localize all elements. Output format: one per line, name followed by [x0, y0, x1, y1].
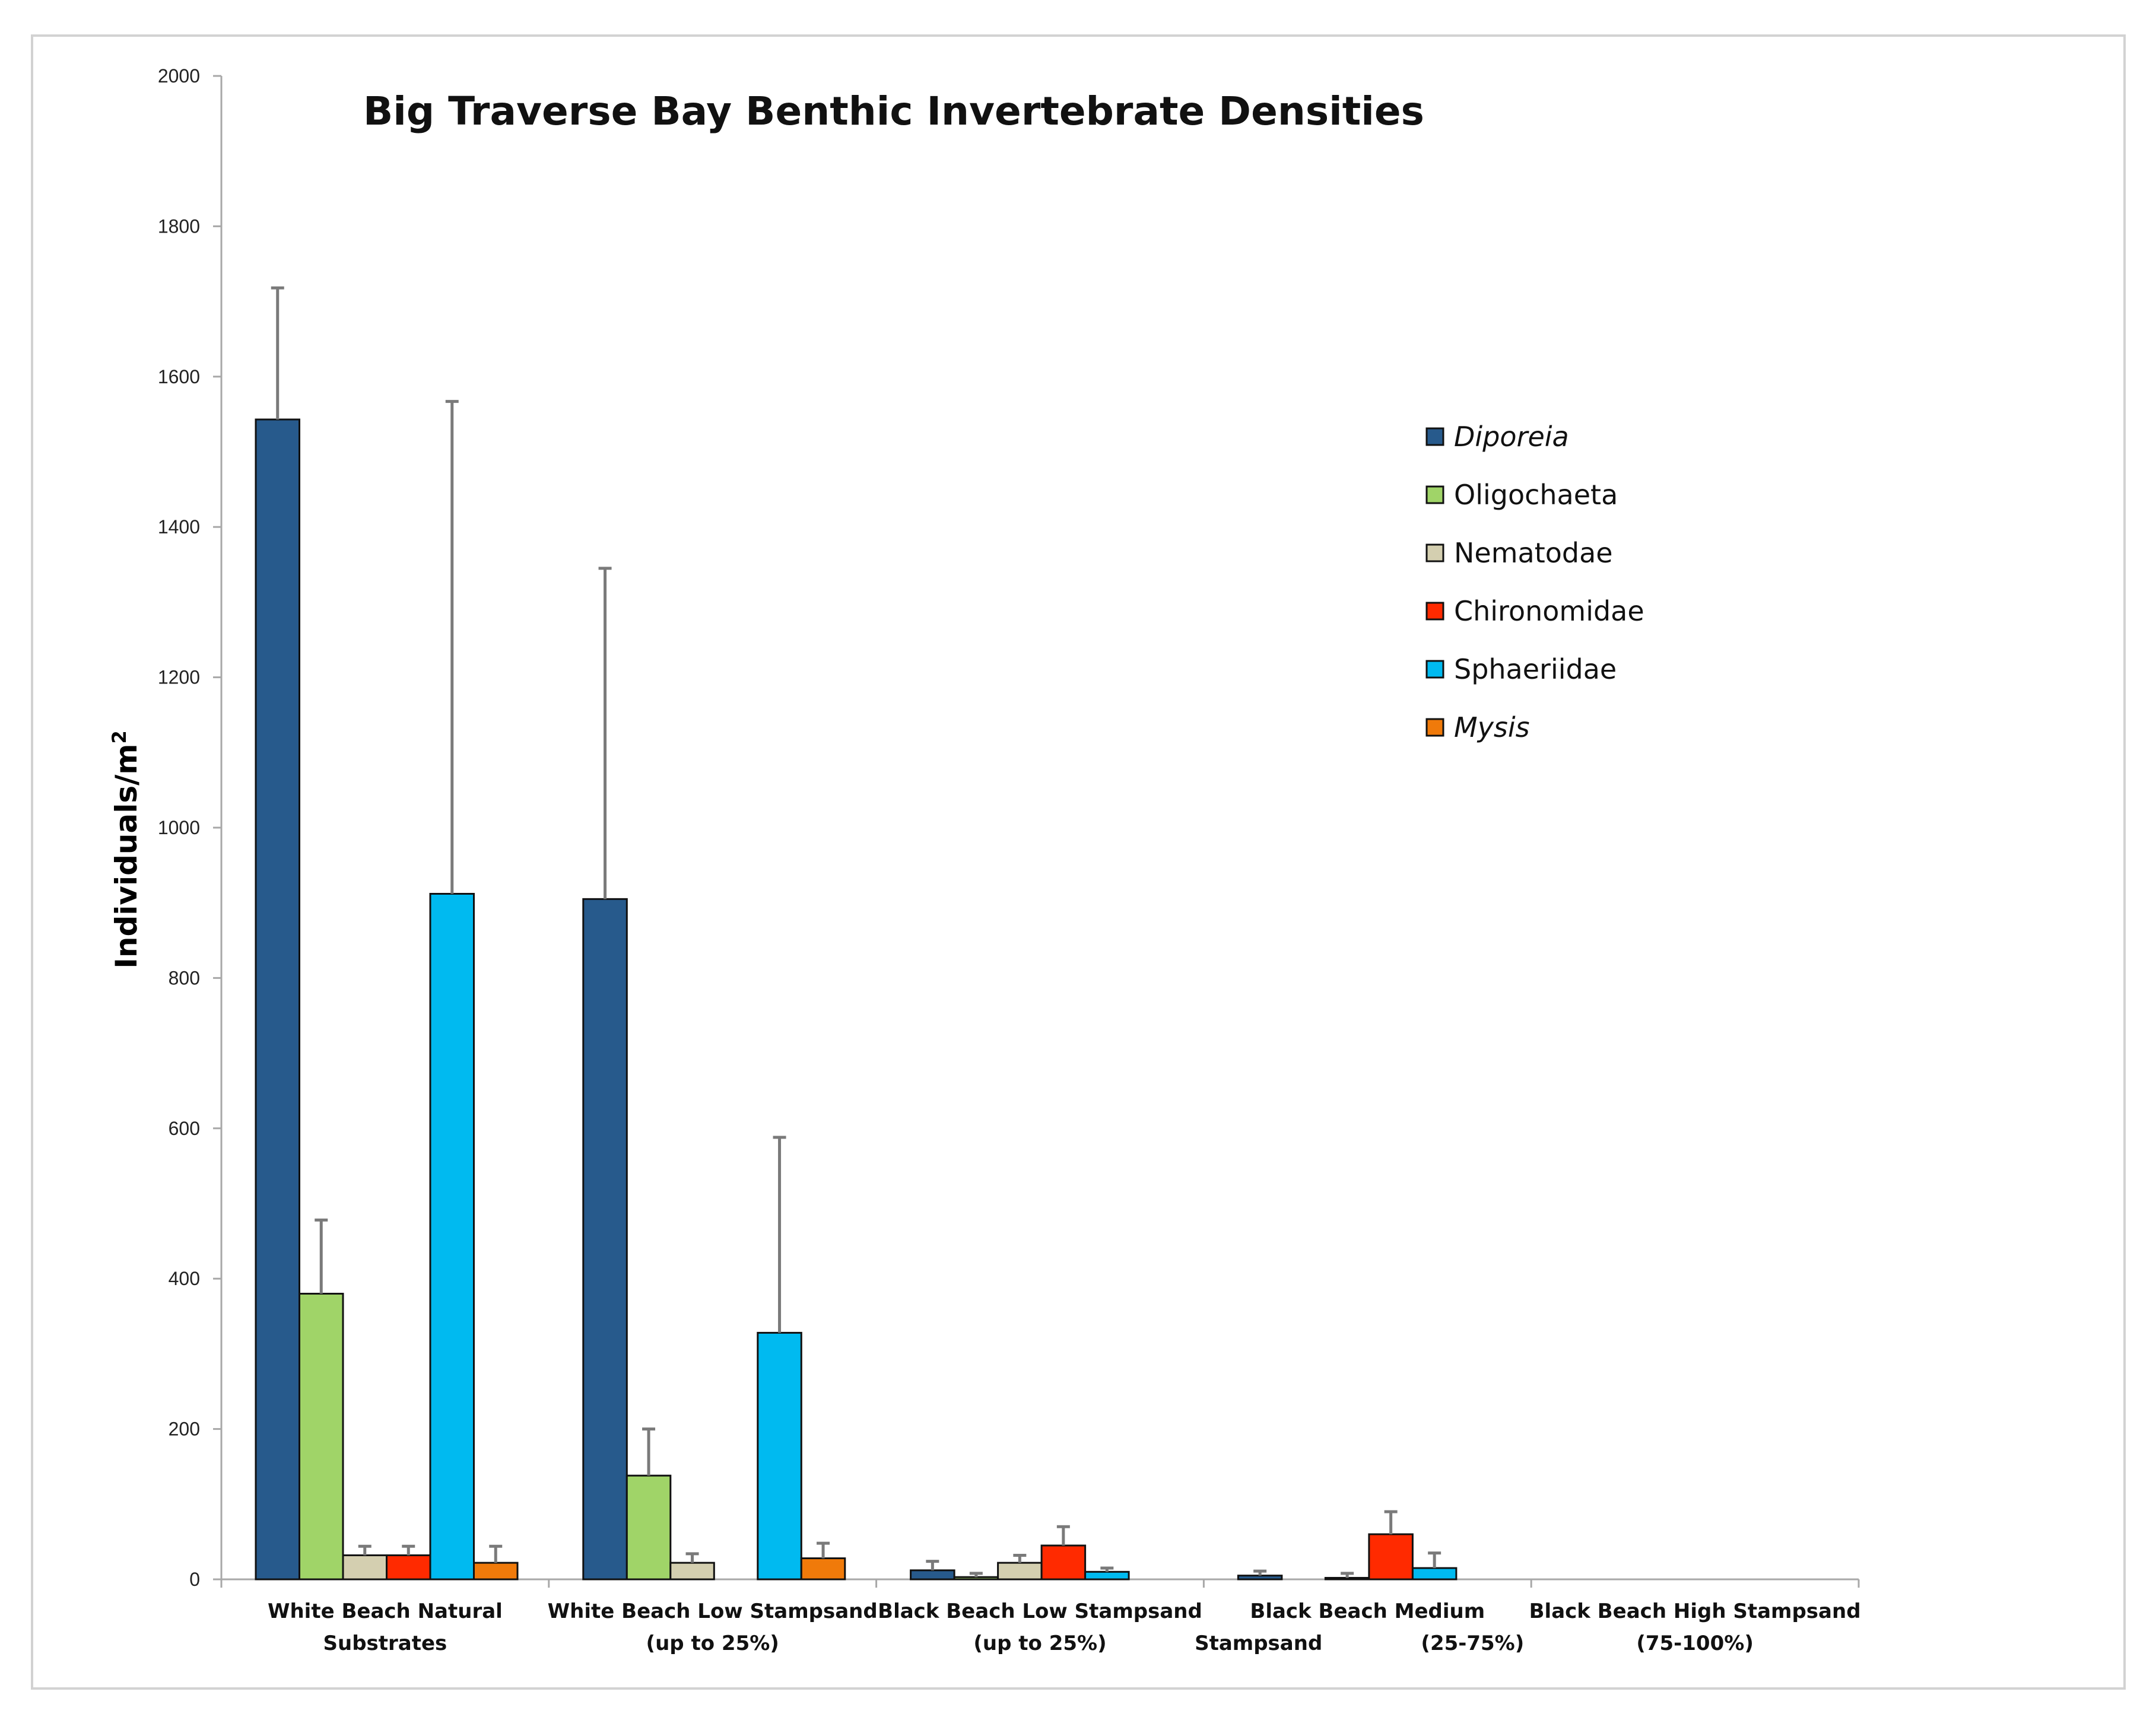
chart-frame — [31, 34, 2126, 1690]
y-tick-labels: 0 200 400 600 800 1000 1200 1400 1600 1800 2000 — [158, 65, 200, 1590]
y-tick-label: 1200 — [158, 667, 200, 688]
y-tick-label: 1400 — [158, 516, 200, 538]
x-category-label: Black Beach High Stampsand — [1529, 1600, 1861, 1623]
x-category-label: (25-75%) — [1421, 1632, 1524, 1655]
x-category-label: (up to 25%) — [973, 1632, 1106, 1655]
x-category-label: Stampsand — [1195, 1632, 1322, 1655]
bar-sphaeriidae — [429, 892, 475, 1581]
y-tick-label: 0 — [189, 1569, 200, 1590]
x-category-label: Substrates — [323, 1632, 447, 1655]
y-axis-label-superscript: 2 — [108, 730, 131, 743]
y-tick-label: 600 — [169, 1118, 200, 1139]
y-axis-label: Individuals/m2 — [108, 730, 144, 969]
x-category-labels: White Beach Natural Substrates White Beach… — [268, 1600, 1861, 1655]
y-axis-label-text: Individuals/m — [109, 744, 144, 969]
x-category-label: White Beach Low Stampsand — [548, 1600, 878, 1623]
bar-nematodae — [1324, 1576, 1370, 1581]
chart-title: Big Traverse Bay Benthic Invertebrate De… — [363, 88, 1424, 134]
y-tick-label: 2000 — [158, 65, 200, 87]
legend-label-chironomidae: Chironomidae — [1454, 595, 1644, 627]
legend-label-mysis: Mysis — [1454, 711, 1530, 743]
bar-oligochaeta — [299, 1293, 344, 1581]
y-tick-label: 1800 — [158, 215, 200, 237]
bar-diporeia — [1237, 1575, 1283, 1581]
y-tick-label: 400 — [169, 1268, 200, 1289]
bar-diporeia — [910, 1569, 955, 1581]
x-category-label: Black Beach Low Stampsand — [878, 1600, 1202, 1623]
bar-nematodae — [997, 1562, 1043, 1581]
y-tick-label: 200 — [169, 1419, 200, 1440]
legend-swatch-diporeia — [1425, 427, 1444, 446]
bar-mysis — [800, 1557, 846, 1581]
legend-label-diporeia: Diporeia — [1454, 421, 1569, 453]
legend-swatch-sphaeriidae — [1425, 660, 1444, 679]
x-category-label: Black Beach Medium — [1250, 1600, 1485, 1623]
bar-diporeia — [582, 898, 628, 1581]
bar-oligochaeta — [625, 1474, 672, 1581]
x-category-label: (75-100%) — [1636, 1632, 1754, 1655]
legend-swatch-mysis — [1425, 718, 1444, 737]
legend-label-oligochaeta: Oligochaeta — [1454, 479, 1618, 511]
legend-label-nematodae: Nematodae — [1454, 537, 1613, 569]
y-tick-label: 1600 — [158, 366, 200, 387]
x-category-label: (up to 25%) — [646, 1632, 779, 1655]
y-tick-label: 800 — [169, 967, 200, 988]
bar-chironomidae — [1040, 1544, 1087, 1581]
error-bars — [271, 286, 1441, 1578]
legend-label-sphaeriidae: Sphaeriidae — [1454, 653, 1617, 685]
legend-swatch-chironomidae — [1425, 602, 1444, 621]
legend: Diporeia Oligochaeta Nematodae Chironomidae… — [1425, 421, 1644, 743]
x-category-label: White Beach Natural — [268, 1600, 503, 1623]
bar-chironomidae — [386, 1554, 431, 1581]
legend-swatch-nematodae — [1425, 543, 1444, 562]
bar-nematodae — [669, 1562, 715, 1581]
bar-sphaeriidae — [1084, 1570, 1130, 1581]
bars — [255, 418, 1458, 1581]
bar-oligochaeta — [953, 1576, 999, 1581]
bar-sphaeriidae — [757, 1331, 802, 1581]
y-tick-label: 1000 — [158, 817, 200, 838]
bar-sphaeriidae — [1411, 1567, 1458, 1581]
bar-chironomidae — [1368, 1533, 1414, 1581]
bar-nematodae — [342, 1554, 388, 1581]
bar-mysis — [473, 1562, 519, 1581]
legend-swatch-oligochaeta — [1425, 485, 1444, 504]
bar-diporeia — [255, 418, 300, 1581]
